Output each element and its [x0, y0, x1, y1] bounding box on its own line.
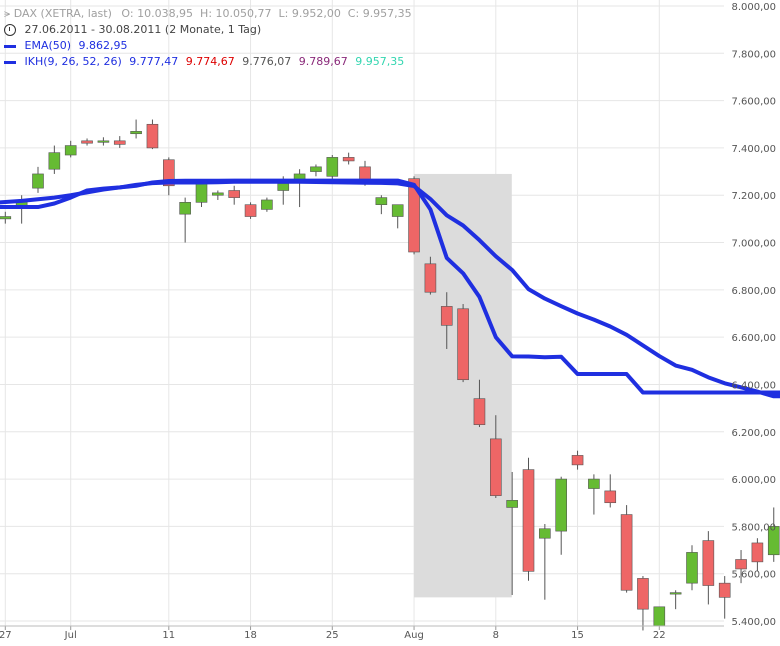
- x-tick-label: 11: [162, 630, 175, 641]
- ohlc-values: O: 10.038,95 H: 10.050,77 L: 9.952,00 C:…: [121, 7, 412, 20]
- highlight-rect: [414, 173, 512, 598]
- candle: [588, 474, 600, 515]
- candle: [212, 190, 224, 200]
- candle: [97, 137, 110, 146]
- candle: [32, 166, 44, 193]
- indicator-line: [0, 179, 780, 399]
- y-tick-label: 7.000,00: [731, 239, 776, 250]
- period-range[interactable]: 27.06.2011 - 30.08.2011 (2 Monate, 1 Tag…: [24, 23, 262, 36]
- candle: [702, 531, 715, 605]
- y-axis: 5.400,00 5.600,00 5.800,00 6.000,00 6.200,00…: [731, 2, 776, 628]
- indicator-line: [0, 178, 780, 395]
- y-tick-label: 7.200,00: [731, 191, 776, 202]
- clock-icon: [4, 24, 16, 36]
- x-tick-label: 27: [0, 630, 12, 641]
- y-tick-label: 7.600,00: [731, 97, 776, 108]
- candle: [146, 119, 159, 150]
- candle: [130, 119, 142, 139]
- candle: [244, 202, 257, 219]
- candle: [179, 197, 191, 243]
- x-tick-label: Aug: [404, 630, 424, 641]
- candles: [0, 119, 780, 631]
- indicator-lines: [0, 178, 780, 399]
- x-tick-label: 18: [244, 630, 257, 641]
- y-tick-label: 6.000,00: [731, 475, 776, 486]
- candle: [571, 450, 584, 470]
- candle: [718, 576, 731, 619]
- y-tick-label: 7.800,00: [731, 49, 776, 60]
- candle: [440, 292, 453, 349]
- candle: [163, 157, 175, 196]
- ema-label[interactable]: EMA(50): [24, 39, 72, 52]
- y-tick-label: 6.600,00: [731, 333, 776, 344]
- candle: [506, 471, 518, 595]
- chart-legend: ⪫ DAX (XETRA, last) O: 10.038,95 H: 10.0…: [4, 6, 412, 70]
- candle: [48, 145, 61, 174]
- candle: [310, 164, 322, 177]
- x-tick-label: 22: [653, 630, 666, 641]
- ema-value: 9.862,95: [78, 39, 128, 52]
- y-tick-label: 7.400,00: [731, 144, 776, 155]
- ema-swatch: [4, 44, 16, 48]
- y-tick-label: 6.400,00: [731, 380, 776, 391]
- candle: [620, 505, 633, 593]
- candle: [457, 304, 469, 383]
- y-tick-label: 5.400,00: [731, 617, 776, 628]
- candle: [653, 606, 666, 627]
- candle: [228, 185, 240, 205]
- candle: [0, 211, 12, 224]
- candle: [64, 140, 77, 158]
- candle: [424, 256, 437, 295]
- candle: [637, 576, 649, 631]
- candle: [555, 476, 568, 555]
- candle: [473, 379, 486, 428]
- x-tick-label: 15: [571, 630, 584, 641]
- candle: [261, 197, 273, 212]
- ikh-label[interactable]: IKH(9, 26, 52, 26): [24, 55, 122, 68]
- candle: [342, 152, 355, 165]
- x-tick-label: Jul: [64, 630, 77, 641]
- instrument-name: DAX (XETRA, last): [13, 7, 112, 20]
- y-tick-label: 5.600,00: [731, 570, 776, 581]
- chart-icon: ⪫: [4, 7, 11, 20]
- candle: [767, 507, 780, 562]
- candle: [686, 545, 698, 591]
- candle: [489, 415, 502, 498]
- candle: [81, 138, 93, 146]
- y-tick-label: 6.200,00: [731, 428, 776, 439]
- x-tick-label: 8: [493, 630, 499, 641]
- legend-ikh-row: IKH(9, 26, 52, 26) 9.777,47 9.774,67 9.7…: [4, 54, 412, 70]
- candle: [751, 538, 764, 572]
- ikh-value-4: 9.789,67: [298, 55, 348, 68]
- candle: [195, 181, 208, 208]
- y-tick-label: 5.800,00: [731, 522, 776, 533]
- ikh-swatch: [4, 60, 16, 64]
- legend-ema-row: EMA(50) 9.862,95: [4, 38, 412, 54]
- candle: [669, 590, 682, 610]
- ikh-value-1: 9.777,47: [129, 55, 179, 68]
- candle: [735, 550, 747, 584]
- legend-instrument-row: ⪫ DAX (XETRA, last) O: 10.038,95 H: 10.0…: [4, 6, 412, 22]
- candle: [391, 204, 404, 229]
- x-axis: 27 Jul 11 18 25 Aug 8 15 22: [0, 625, 724, 641]
- legend-period-row: 27.06.2011 - 30.08.2011 (2 Monate, 1 Tag…: [4, 22, 412, 38]
- x-tick-label: 25: [326, 630, 339, 641]
- ikh-value-3: 9.776,07: [242, 55, 292, 68]
- candle: [539, 524, 551, 600]
- candle: [293, 169, 306, 208]
- ikh-value-2: 9.774,67: [185, 55, 235, 68]
- candle: [408, 176, 420, 255]
- candle: [375, 195, 388, 215]
- candle: [522, 457, 535, 581]
- candle: [113, 136, 126, 148]
- y-tick-label: 6.800,00: [731, 286, 776, 297]
- ikh-value-5: 9.957,35: [355, 55, 405, 68]
- candle: [604, 474, 617, 508]
- y-tick-label: 8.000,00: [731, 2, 776, 13]
- highlight-region: [414, 173, 512, 598]
- grid-lines: [0, 0, 724, 626]
